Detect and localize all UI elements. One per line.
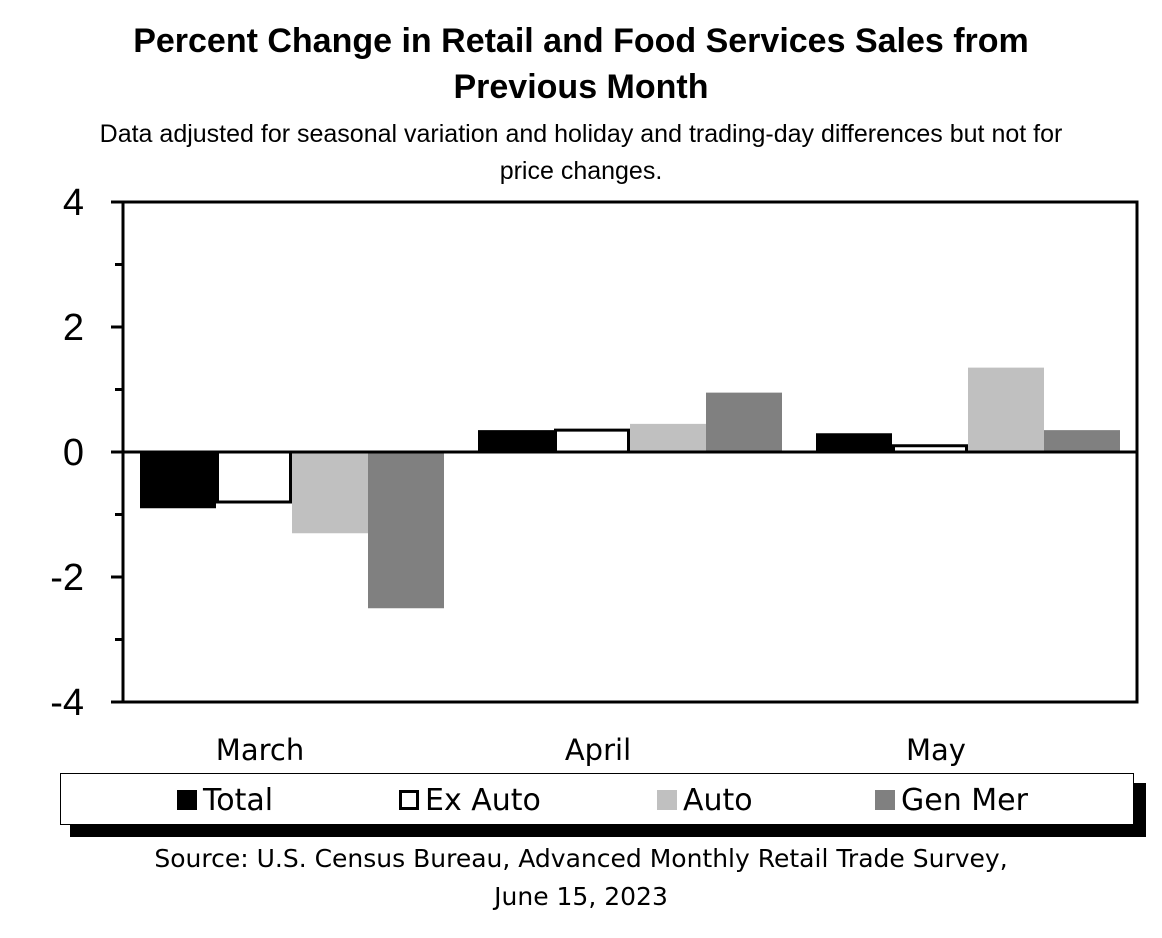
bar-total-april [478,430,554,452]
legend-label-total: Total [203,782,274,818]
chart-subtitle-line-2: price changes. [499,157,663,185]
bar-auto-april [630,423,706,452]
chart-title-line-1: Percent Change in Retail and Food Servic… [133,22,1029,60]
bar-ex-auto-april [554,428,630,454]
bar-ex-auto-march [216,450,292,504]
bar-total-march [140,452,216,509]
y-tick-label: -4 [50,682,84,724]
source-note: Source: U.S. Census Bureau, Advanced Mon… [0,840,1162,916]
legend-item-ex-auto: Ex Auto [399,782,541,818]
legend-swatch-total [177,790,197,810]
x-tick-label-march: March [216,733,304,767]
x-tick-label-april: April [565,733,631,767]
bar-gen-mer-march [368,452,444,609]
bar-auto-may [968,367,1044,452]
legend-item-gen-mer: Gen Mer [875,782,1028,818]
chart-subtitle: Data adjusted for seasonal variation and… [20,116,1142,190]
y-tick-label: 0 [63,432,84,474]
legend: Total Ex Auto Auto Gen Mer [60,773,1134,825]
legend-swatch-ex-auto [399,790,419,810]
bar-gen-mer-april [706,392,782,452]
chart-subtitle-line-1: Data adjusted for seasonal variation and… [99,120,1063,148]
source-line-2: June 15, 2023 [494,882,668,911]
legend-swatch-auto [657,790,677,810]
bar-gen-mer-may [1044,430,1120,452]
legend-item-total: Total [177,782,274,818]
y-tick-label: 4 [63,182,84,224]
y-tick-label: 2 [63,307,84,349]
chart-title-line-2: Previous Month [453,68,709,106]
source-line-1: Source: U.S. Census Bureau, Advanced Mon… [154,844,1008,873]
x-tick-label-may: May [906,733,966,767]
chart-title: Percent Change in Retail and Food Servic… [0,18,1162,110]
legend-label-auto: Auto [683,782,753,818]
bar-total-may [816,433,892,452]
legend-item-auto: Auto [657,782,753,818]
legend-label-ex-auto: Ex Auto [425,782,541,818]
legend-label-gen-mer: Gen Mer [901,782,1028,818]
legend-swatch-gen-mer [875,790,895,810]
y-tick-label: -2 [50,557,84,599]
bar-auto-march [292,452,368,534]
